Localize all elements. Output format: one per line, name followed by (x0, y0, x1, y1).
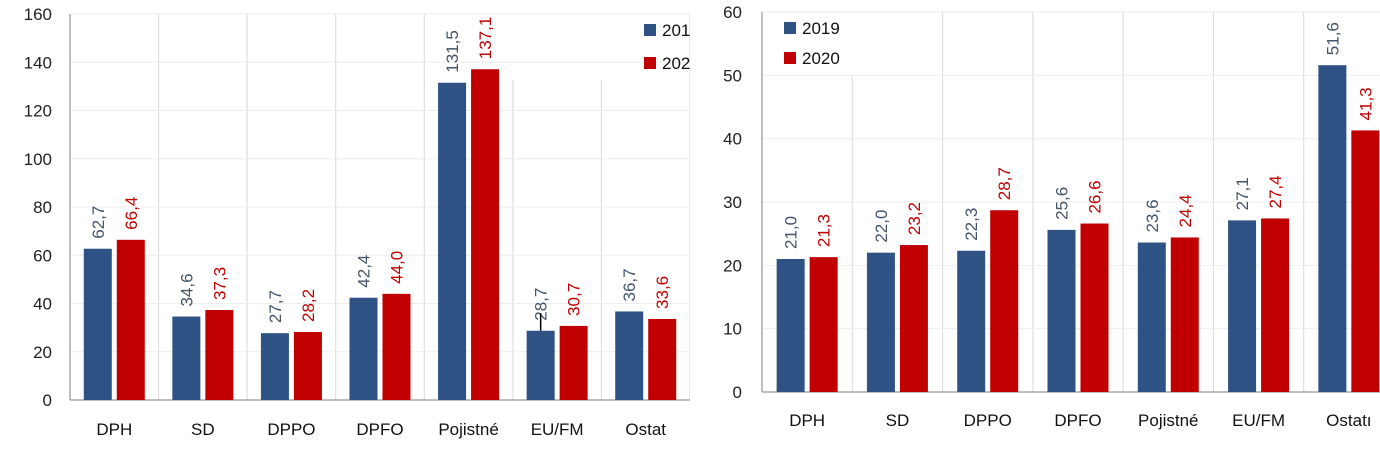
y-tick-label: 0 (43, 391, 52, 410)
data-label: 28,7 (995, 167, 1014, 200)
legend-label: 2020 (802, 49, 840, 68)
data-label: 30,7 (565, 283, 584, 316)
bar-202-DPPO (293, 331, 322, 400)
y-tick-label: 10 (723, 320, 742, 339)
right-bar-chart: 0 10 20 30 40 50 60 21,0 21,3 DPH 22,0 23,2 SD 22,3 28… (714, 0, 1380, 451)
legend-label: 202 (662, 54, 690, 73)
y-tick-label: 160 (24, 5, 52, 24)
bar-202-EU/FM (559, 325, 588, 400)
right-chart-svg: 0 10 20 30 40 50 60 21,0 21,3 DPH 22,0 23,2 SD 22,3 28… (723, 3, 1380, 430)
bar-2019-Ostatı (1318, 65, 1347, 392)
y-tick-label: 20 (33, 343, 52, 362)
data-label: 41,3 (1356, 87, 1375, 120)
y-tick-label: 120 (24, 102, 52, 121)
bar-2019-SD (866, 252, 895, 392)
data-label: 23,6 (1143, 199, 1162, 232)
bar-2020-DPFO (1080, 223, 1109, 392)
y-tick-label: 140 (24, 53, 52, 72)
category-label: DPH (96, 420, 132, 439)
bar-2019-DPFO (1047, 229, 1076, 392)
y-tick-label: 20 (723, 256, 742, 275)
category-label: Ostat (625, 420, 666, 439)
bar-201-SD (172, 316, 201, 400)
bar-2020-Ostatı (1351, 130, 1380, 392)
data-label: 22,3 (962, 208, 981, 241)
y-tick-label: 40 (33, 295, 52, 314)
left-chart-svg: 0 20 40 60 80 100 120 140 160 62,7 66,4 DPH 34,6 37,3… (24, 5, 690, 439)
data-label: 27,1 (1233, 177, 1252, 210)
category-label: DPPO (267, 420, 315, 439)
data-label: 21,3 (815, 214, 834, 247)
y-tick-label: 60 (33, 246, 52, 265)
data-label: 131,5 (443, 30, 462, 73)
bar-2020-DPPO (990, 210, 1019, 392)
y-tick-label: 40 (723, 130, 742, 149)
bar-202-DPH (116, 239, 145, 400)
category-label: EU/FM (531, 420, 584, 439)
data-label: 37,3 (210, 267, 229, 300)
data-label: 27,7 (266, 290, 285, 323)
data-label: 21,0 (782, 216, 801, 249)
category-label: DPPO (964, 411, 1012, 430)
data-label: 42,4 (355, 255, 374, 288)
y-tick-label: 80 (33, 198, 52, 217)
legend-swatch-202 (644, 57, 656, 69)
category-label: DPFO (1054, 411, 1101, 430)
bar-201-DPH (83, 248, 112, 400)
data-label: 33,6 (653, 276, 672, 309)
data-label: 25,6 (1053, 187, 1072, 220)
y-tick-label: 60 (723, 3, 742, 22)
bar-2020-EU/FM (1261, 218, 1290, 392)
category-label: Ostatı (1326, 411, 1371, 430)
bar-201-DPFO (349, 297, 378, 400)
bar-202-Pojistné (471, 69, 500, 400)
legend-swatch-2019 (784, 22, 796, 34)
category-label: Pojistné (438, 420, 498, 439)
data-label: 22,0 (872, 210, 891, 243)
bar-2020-Pojistné (1170, 237, 1199, 392)
category-label: EU/FM (1232, 411, 1285, 430)
y-tick-label: 50 (723, 66, 742, 85)
bar-2020-SD (899, 245, 928, 392)
category-label: SD (191, 420, 215, 439)
data-label: 23,2 (905, 202, 924, 235)
bar-2020-DPH (809, 257, 838, 392)
bar-2019-EU/FM (1228, 220, 1257, 392)
data-label: 27,4 (1266, 175, 1285, 208)
bar-2019-DPPO (957, 250, 986, 392)
bar-2019-DPH (776, 259, 805, 392)
data-label: 66,4 (122, 197, 141, 230)
y-tick-label: 30 (723, 193, 742, 212)
bar-202-SD (205, 310, 234, 400)
data-label: 28,2 (299, 289, 318, 322)
bar-2019-Pojistné (1137, 242, 1166, 392)
bar-201-DPPO (260, 333, 289, 400)
data-label: 62,7 (89, 206, 108, 239)
y-tick-label: 100 (24, 150, 52, 169)
bar-201-Ostat (615, 311, 644, 400)
data-label: 24,4 (1176, 194, 1195, 227)
data-label: 26,6 (1086, 180, 1105, 213)
bar-202-DPFO (382, 293, 411, 400)
legend-label: 2019 (802, 19, 840, 38)
legend-swatch-201 (644, 24, 656, 36)
bar-201-Pojistné (438, 82, 467, 400)
data-label: 36,7 (620, 268, 639, 301)
bar-202-Ostat (648, 318, 677, 400)
left-bar-chart: 0 20 40 60 80 100 120 140 160 62,7 66,4 DPH 34,6 37,3… (24, 5, 690, 439)
category-label: DPH (789, 411, 825, 430)
data-label: 44,0 (388, 251, 407, 284)
bar-201-EU/FM (526, 330, 555, 400)
data-label: 51,6 (1323, 22, 1342, 55)
data-label: 28,7 (532, 288, 551, 321)
category-label: DPFO (356, 420, 403, 439)
legend-swatch-2020 (784, 52, 796, 64)
y-tick-label: 0 (733, 383, 742, 402)
data-label: 137,1 (476, 17, 495, 60)
category-label: Pojistné (1138, 411, 1198, 430)
data-label: 34,6 (177, 273, 196, 306)
category-label: SD (886, 411, 910, 430)
legend-label: 201 (662, 21, 690, 40)
